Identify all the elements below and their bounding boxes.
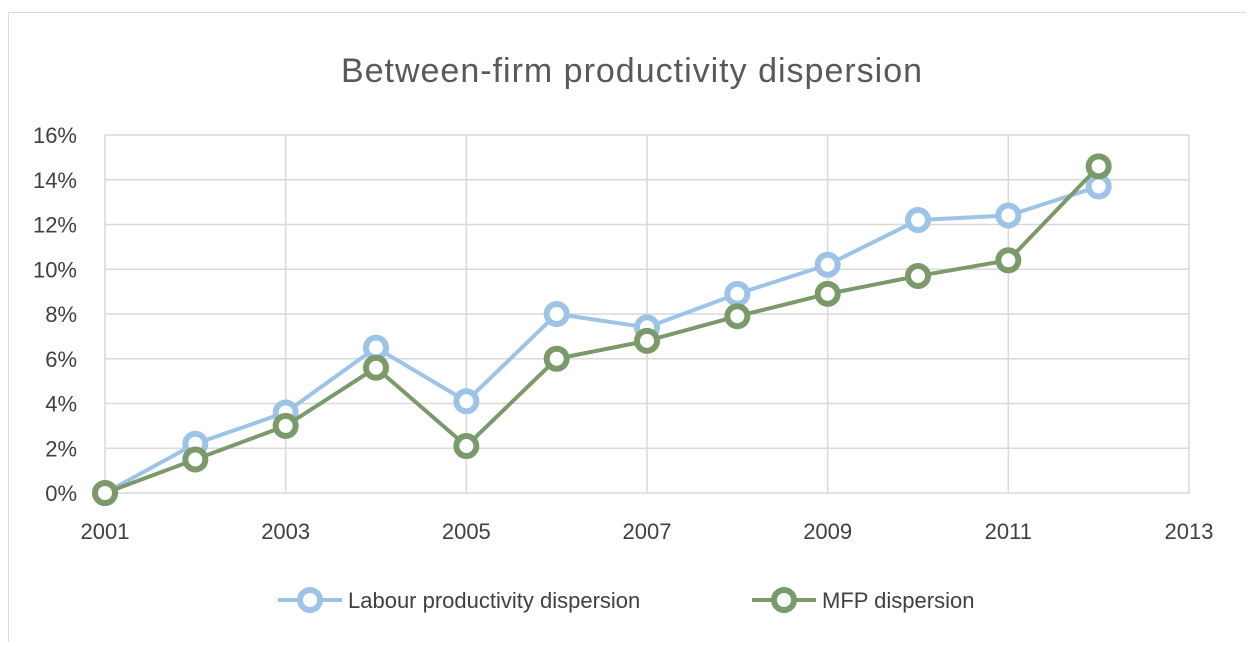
data-point <box>724 280 751 307</box>
x-tick-label: 2009 <box>803 519 852 544</box>
legend-item: Labour productivity dispersion <box>278 587 640 613</box>
x-tick-label: 2013 <box>1165 519 1214 544</box>
y-tick-label: 12% <box>33 213 77 238</box>
data-point <box>814 251 841 278</box>
y-tick-label: 2% <box>45 436 77 461</box>
data-point <box>272 412 299 439</box>
data-point <box>543 301 570 327</box>
chart-title: Between-firm productivity dispersion <box>341 52 923 90</box>
legend-marker <box>297 587 323 613</box>
legend-marker <box>771 587 797 613</box>
data-point <box>182 446 209 473</box>
x-tick-label: 2007 <box>623 519 672 544</box>
data-point <box>363 334 389 361</box>
axis-labels: 0% 2% 4% 6% 8% 10% 12% 14% 16% 2001 2003 2005 2007 20… <box>33 123 1214 544</box>
y-tick-label: 10% <box>33 257 77 282</box>
data-point <box>905 262 931 289</box>
data-point <box>363 354 389 381</box>
y-tick-label: 4% <box>45 392 77 417</box>
y-tick-label: 14% <box>33 168 77 193</box>
series-line <box>104 164 1101 495</box>
data-point <box>1085 173 1112 200</box>
legend-label: MFP dispersion <box>822 588 974 613</box>
data-point <box>995 202 1022 229</box>
data-point <box>92 480 118 506</box>
x-tick-label: 2011 <box>985 519 1032 544</box>
x-tick-label: 2003 <box>261 519 310 544</box>
data-point <box>453 388 480 415</box>
legend-label: Labour productivity dispersion <box>348 588 640 613</box>
legend-item: MFP dispersion <box>752 587 974 613</box>
y-tick-label: 6% <box>45 347 77 372</box>
data-point <box>543 345 570 372</box>
series-line <box>104 184 1100 495</box>
data-point <box>995 247 1022 274</box>
series-1 <box>92 173 1112 506</box>
series-layer <box>92 153 1112 506</box>
data-point <box>905 207 931 234</box>
x-tick-label: 2005 <box>442 519 491 544</box>
data-point <box>1085 153 1112 180</box>
legend: Labour productivity dispersion MFP disper… <box>278 587 974 613</box>
y-tick-label: 8% <box>45 302 77 327</box>
x-tick-label: 2001 <box>81 519 130 544</box>
series-2 <box>92 153 1112 506</box>
chart-frame <box>8 12 1246 642</box>
data-point <box>453 433 480 460</box>
grid <box>104 134 1190 494</box>
y-tick-label: 0% <box>45 481 77 506</box>
data-point <box>814 280 841 307</box>
data-point <box>724 303 751 330</box>
y-tick-label: 16% <box>33 123 77 148</box>
data-point <box>634 327 660 354</box>
